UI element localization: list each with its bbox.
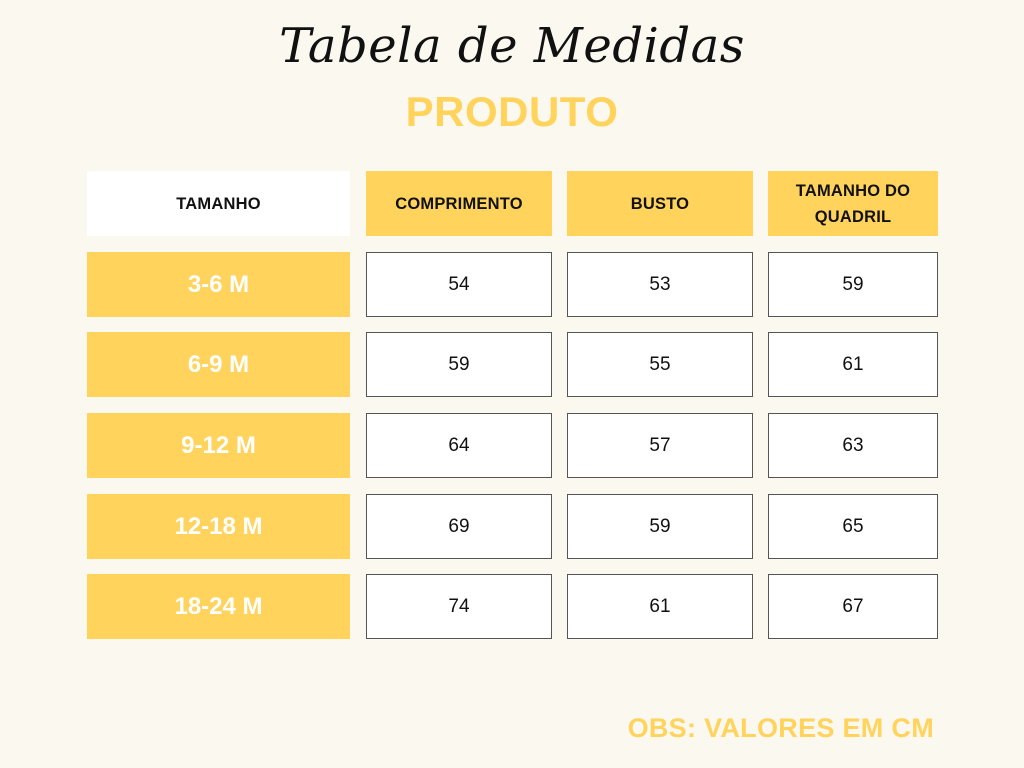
quadril-value: 65 [768, 494, 938, 559]
comprimento-value: 59 [366, 332, 552, 397]
header-busto: BUSTO [567, 171, 753, 236]
busto-value: 61 [567, 574, 753, 639]
header-tamanho-do-quadril-label: TAMANHO DO QUADRIL [795, 181, 911, 226]
size-label: 12-18 M [87, 494, 350, 559]
quadril-value: 61 [768, 332, 938, 397]
header-tamanho: TAMANHO [87, 171, 350, 236]
busto-value: 57 [567, 413, 753, 478]
quadril-value: 63 [768, 413, 938, 478]
header-tamanho-do-quadril: TAMANHO DO QUADRIL [768, 171, 938, 236]
comprimento-value: 69 [366, 494, 552, 559]
quadril-value: 59 [768, 252, 938, 317]
comprimento-value: 54 [366, 252, 552, 317]
page-subtitle: PRODUTO [405, 88, 619, 135]
busto-value: 59 [567, 494, 753, 559]
size-label: 3-6 M [87, 252, 350, 317]
page-title: Tabela de Medidas [279, 18, 745, 74]
header-comprimento: COMPRIMENTO [366, 171, 552, 236]
quadril-value: 67 [768, 574, 938, 639]
size-label: 18-24 M [87, 574, 350, 639]
comprimento-value: 64 [366, 413, 552, 478]
comprimento-value: 74 [366, 574, 552, 639]
size-label: 6-9 M [87, 332, 350, 397]
units-note: OBS: VALORES EM CM [627, 713, 934, 743]
busto-value: 55 [567, 332, 753, 397]
busto-value: 53 [567, 252, 753, 317]
size-label: 9-12 M [87, 413, 350, 478]
